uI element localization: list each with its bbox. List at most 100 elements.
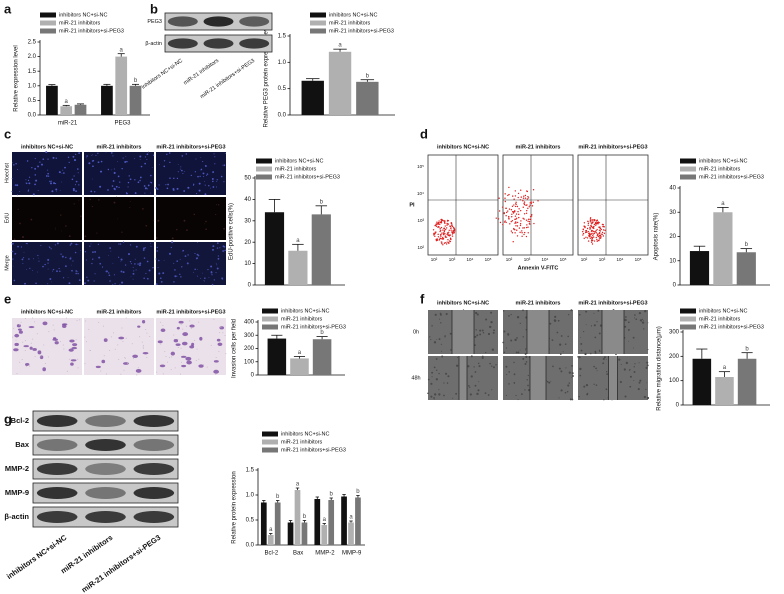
texture-dot <box>142 208 144 210</box>
legend-swatch <box>40 12 56 18</box>
event-dot <box>441 242 443 245</box>
event-dot <box>443 221 446 224</box>
texture-dot <box>517 399 519 401</box>
texture-dot <box>467 365 470 368</box>
texture-dot <box>510 339 513 342</box>
texture-dot <box>87 279 90 282</box>
event-dot <box>587 230 590 233</box>
texture-dot <box>571 372 574 375</box>
event-dot <box>442 238 444 240</box>
texture-dot <box>142 247 145 250</box>
event-dot <box>443 232 445 234</box>
pore <box>198 358 200 360</box>
texture-dot <box>202 172 205 175</box>
event-dot <box>523 195 525 197</box>
texture-dot <box>112 155 114 157</box>
event-dot <box>515 203 517 205</box>
texture-dot <box>578 313 581 316</box>
event-dot <box>589 217 592 219</box>
event-dot <box>591 232 593 235</box>
pore <box>174 367 176 369</box>
texture-dot <box>522 336 524 338</box>
event-dot <box>437 226 440 228</box>
bar <box>260 502 267 545</box>
bar <box>356 81 379 115</box>
texture-dot <box>51 270 53 272</box>
event-dot <box>444 220 446 222</box>
texture-dot <box>100 160 103 163</box>
texture-dot <box>553 319 556 322</box>
texture-dot <box>144 187 147 190</box>
texture-dot <box>52 268 55 271</box>
legend-label: miR-21 inhibitors <box>699 166 741 172</box>
texture-dot <box>112 262 114 264</box>
texture-dot <box>97 243 100 246</box>
texture-dot <box>502 341 505 344</box>
texture-dot <box>200 170 202 171</box>
significance-label: a <box>65 99 69 105</box>
texture-dot <box>438 338 441 341</box>
texture-dot <box>527 374 529 377</box>
wound-gap <box>452 310 474 354</box>
texture-dot <box>627 328 630 331</box>
flow-tick-label: 10⁵ <box>485 257 492 262</box>
y-tick-label: 400 <box>244 320 255 326</box>
texture-dot <box>203 279 205 281</box>
event-dot <box>498 210 501 212</box>
column-label: miR-21 inhibitors <box>97 309 142 315</box>
texture-dot <box>77 244 79 246</box>
texture-dot <box>199 175 201 178</box>
pore <box>30 342 32 344</box>
texture-dot <box>196 275 198 277</box>
bar <box>115 56 128 115</box>
event-dot <box>437 221 440 224</box>
cell <box>142 352 149 355</box>
event-dot <box>585 229 588 232</box>
event-dot <box>504 200 507 203</box>
texture-dot <box>598 349 601 352</box>
bar <box>311 214 331 285</box>
texture-dot <box>84 251 87 253</box>
significance-label: b <box>356 489 360 495</box>
texture-dot <box>644 310 647 313</box>
texture-dot <box>477 389 480 392</box>
texture-dot <box>117 161 119 163</box>
blot-band <box>133 415 175 427</box>
cell <box>175 343 181 346</box>
texture-dot <box>180 166 182 168</box>
texture-dot <box>485 351 487 354</box>
texture-dot <box>436 338 438 340</box>
legend-swatch <box>262 324 278 330</box>
blot-band <box>133 511 175 523</box>
texture-dot <box>554 315 557 318</box>
legend-label: miR-21 inhibitors <box>329 20 371 26</box>
event-dot <box>591 219 593 221</box>
y-tick-label: 100 <box>244 359 255 365</box>
texture-dot <box>128 175 130 177</box>
texture-dot <box>155 186 158 189</box>
texture-dot <box>216 264 218 266</box>
event-dot <box>504 193 506 195</box>
pore <box>32 317 34 319</box>
event-dot <box>451 224 453 226</box>
pore <box>124 357 126 359</box>
event-dot <box>526 224 528 226</box>
texture-dot <box>192 183 195 186</box>
texture-dot <box>641 318 644 321</box>
texture-dot <box>200 277 202 279</box>
blot-row-label: Bax <box>15 440 30 449</box>
cell <box>32 348 37 351</box>
texture-dot <box>169 177 171 179</box>
texture-dot <box>194 171 196 173</box>
event-dot <box>433 233 436 235</box>
texture-dot <box>34 158 36 160</box>
texture-dot <box>176 260 179 262</box>
texture-dot <box>216 242 219 245</box>
texture-dot <box>156 188 159 190</box>
texture-dot <box>194 268 196 271</box>
texture-dot <box>646 361 649 364</box>
event-dot <box>436 221 438 223</box>
texture-dot <box>571 375 574 378</box>
texture-dot <box>56 191 57 193</box>
texture-dot <box>216 267 219 270</box>
